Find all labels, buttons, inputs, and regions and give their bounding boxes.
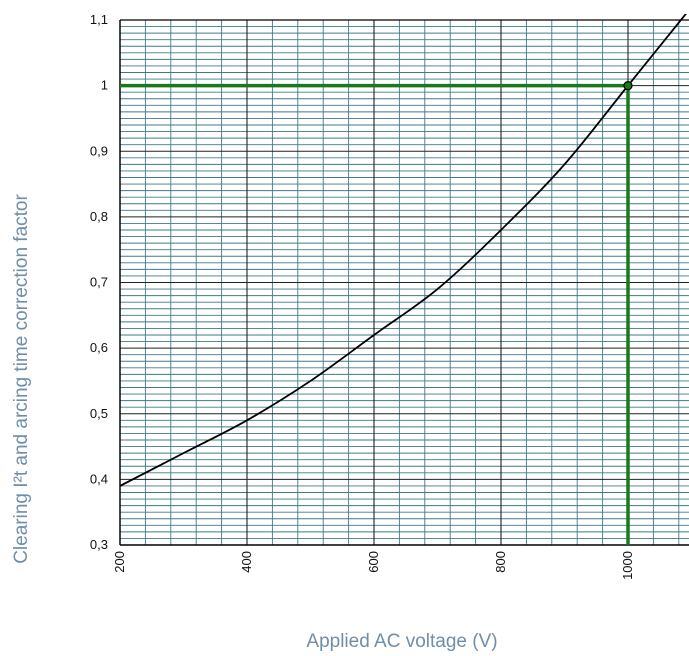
y-axis-title: Clearing I²t and arcing time correction … [11,194,32,564]
correction-factor-curve [120,14,687,487]
reference-point-marker [623,81,633,91]
x-tick-label: 600 [366,551,381,573]
y-tick-label: 1,1 [90,12,108,27]
y-tick-label: 0,8 [90,209,108,224]
tick-labels: 0,3 0,4 0,5 0,6 0,7 0,8 0,9 1 1,1 200 400 600 800 100… [90,12,635,580]
reference-lines [120,83,630,545]
y-tick-label: 0,6 [90,340,108,355]
x-tick-label: 800 [493,551,508,573]
y-tick-label: 0,7 [90,275,108,290]
y-tick-label: 0,3 [90,537,108,552]
y-tick-label: 0,5 [90,406,108,421]
y-tick-label: 1 [101,78,108,93]
reference-marker [623,81,633,91]
series-curve [120,14,687,487]
x-tick-label: 200 [112,551,127,573]
plot-frame [119,19,689,546]
x-axis-title: Applied AC voltage (V) [306,631,497,652]
y-tick-label: 0,9 [90,143,108,158]
x-tick-label: 1000 [620,551,635,580]
x-tick-label: 400 [239,551,254,573]
y-tick-label: 0,4 [90,471,108,486]
